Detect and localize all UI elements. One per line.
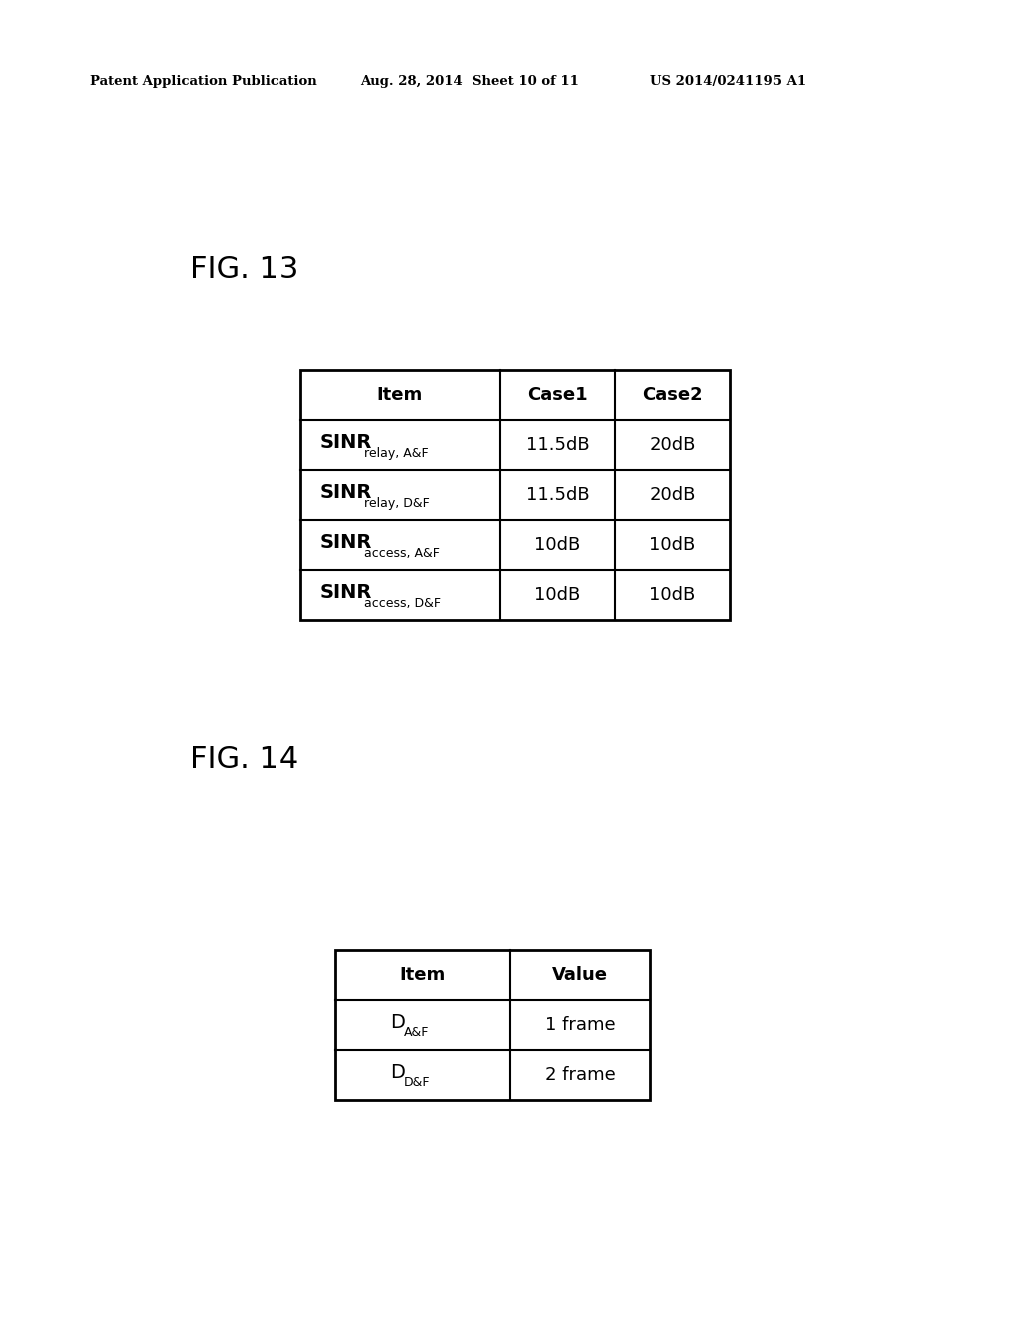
Text: SINR: SINR	[319, 483, 373, 502]
Text: SINR: SINR	[319, 532, 373, 552]
Text: SINR: SINR	[319, 433, 373, 451]
Text: 10dB: 10dB	[535, 586, 581, 605]
Text: Patent Application Publication: Patent Application Publication	[90, 75, 316, 88]
Text: 1 frame: 1 frame	[545, 1016, 615, 1034]
Text: 11.5dB: 11.5dB	[525, 436, 590, 454]
Text: 20dB: 20dB	[649, 436, 695, 454]
Text: Item: Item	[377, 385, 423, 404]
Text: 10dB: 10dB	[535, 536, 581, 554]
Text: 11.5dB: 11.5dB	[525, 486, 590, 504]
Text: access, A&F: access, A&F	[364, 546, 440, 560]
Text: US 2014/0241195 A1: US 2014/0241195 A1	[650, 75, 806, 88]
Text: Aug. 28, 2014  Sheet 10 of 11: Aug. 28, 2014 Sheet 10 of 11	[360, 75, 579, 88]
Text: 10dB: 10dB	[649, 586, 695, 605]
Text: D: D	[390, 1012, 404, 1031]
Text: 2 frame: 2 frame	[545, 1067, 615, 1084]
Text: Case2: Case2	[642, 385, 702, 404]
Text: 10dB: 10dB	[649, 536, 695, 554]
Text: relay, D&F: relay, D&F	[364, 496, 430, 510]
Text: Case1: Case1	[527, 385, 588, 404]
Text: D: D	[390, 1063, 404, 1081]
Text: relay, A&F: relay, A&F	[364, 446, 429, 459]
Text: Value: Value	[552, 966, 608, 983]
Text: SINR: SINR	[319, 582, 373, 602]
Text: D&F: D&F	[404, 1077, 430, 1089]
Text: 20dB: 20dB	[649, 486, 695, 504]
Text: Item: Item	[399, 966, 445, 983]
Text: FIG. 14: FIG. 14	[190, 746, 298, 775]
Text: access, D&F: access, D&F	[364, 597, 441, 610]
Text: FIG. 13: FIG. 13	[190, 256, 298, 285]
Bar	[335, 950, 650, 1100]
Text: A&F: A&F	[404, 1027, 429, 1040]
Bar	[300, 370, 730, 620]
